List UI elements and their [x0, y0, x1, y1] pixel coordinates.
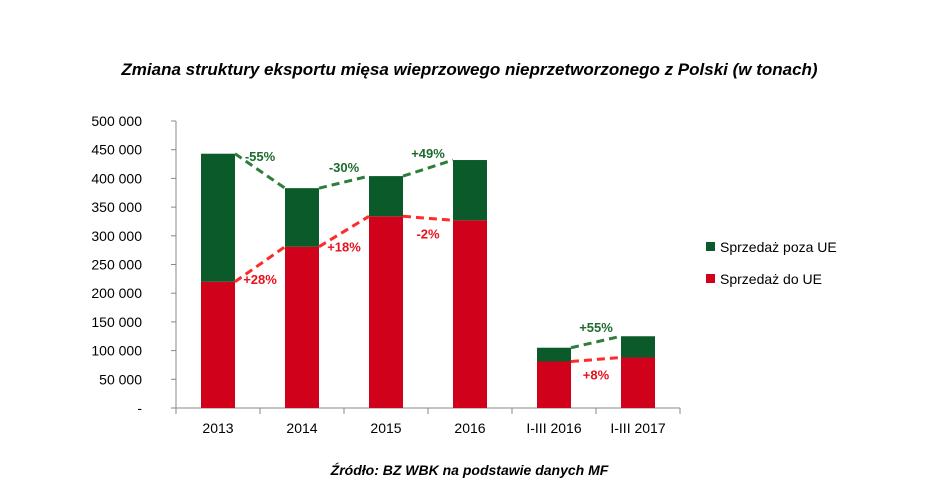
bar-segment — [621, 336, 655, 358]
trend-line — [402, 214, 454, 222]
chart-trend-lines — [234, 152, 622, 364]
y-tick-label: 350 000 — [91, 199, 142, 215]
trend-line — [570, 334, 622, 350]
bar-segment — [621, 357, 655, 408]
y-tick-label: 250 000 — [91, 257, 142, 273]
chart-bars — [201, 153, 655, 408]
trend-label: -55% — [245, 149, 276, 164]
trend-label: -30% — [329, 160, 360, 175]
bar-segment — [285, 246, 319, 408]
chart-axes: - 50 000 100 000 150 000 200 000 250 000 300 0… — [91, 113, 681, 436]
trend-label: +18% — [327, 239, 361, 254]
legend-swatch — [706, 274, 715, 283]
x-tick-label: I-III 2017 — [610, 420, 665, 436]
trend-line — [234, 152, 286, 190]
trend-line — [570, 355, 622, 364]
y-tick-label: 300 000 — [91, 228, 142, 244]
bar-segment — [453, 220, 487, 408]
chart-source: Źródło: BZ WBK na podstawie danych MF — [330, 462, 609, 478]
x-tick-label: 2014 — [286, 420, 317, 436]
x-tick-label: 2015 — [370, 420, 401, 436]
y-tick-label: 450 000 — [91, 142, 142, 158]
trend-line — [318, 174, 370, 190]
bar-segment — [285, 188, 319, 247]
bar-segment — [201, 281, 235, 408]
x-tick-label: 2013 — [202, 420, 233, 436]
y-tick-label: 500 000 — [91, 113, 142, 129]
trend-label: +49% — [411, 146, 445, 161]
trend-line — [402, 158, 454, 178]
legend-label: Sprzedaż poza UE — [720, 239, 837, 255]
trend-label: +28% — [243, 272, 277, 287]
y-tick-label: 100 000 — [91, 343, 142, 359]
trend-label: -2% — [416, 226, 440, 241]
trend-line — [234, 245, 286, 283]
legend-label: Sprzedaż do UE — [720, 271, 822, 287]
chart-legend: Sprzedaż poza UE Sprzedaż do UE — [706, 239, 837, 287]
bar-segment — [369, 216, 403, 408]
bar-segment — [537, 347, 571, 362]
bar-segment — [453, 160, 487, 221]
trend-label: +55% — [579, 320, 613, 335]
y-tick-label: 200 000 — [91, 285, 142, 301]
bar-segment — [537, 361, 571, 408]
x-tick-label: 2016 — [454, 420, 485, 436]
legend-swatch — [706, 242, 715, 251]
chart-title: Zmiana struktury eksportu mięsa wieprzow… — [121, 60, 818, 79]
y-tick-label: 150 000 — [91, 314, 142, 330]
bar-segment — [201, 153, 235, 282]
y-tick-label: - — [137, 400, 142, 416]
x-tick-label: I-III 2016 — [526, 420, 581, 436]
bar-segment — [369, 176, 403, 217]
y-tick-label: 400 000 — [91, 170, 142, 186]
chart-labels: -55% -30% +49% +55% +28% +18% -2% +8% — [243, 146, 613, 382]
trend-line — [318, 215, 370, 248]
trend-label: +8% — [583, 367, 610, 382]
y-tick-label: 50 000 — [99, 371, 142, 387]
